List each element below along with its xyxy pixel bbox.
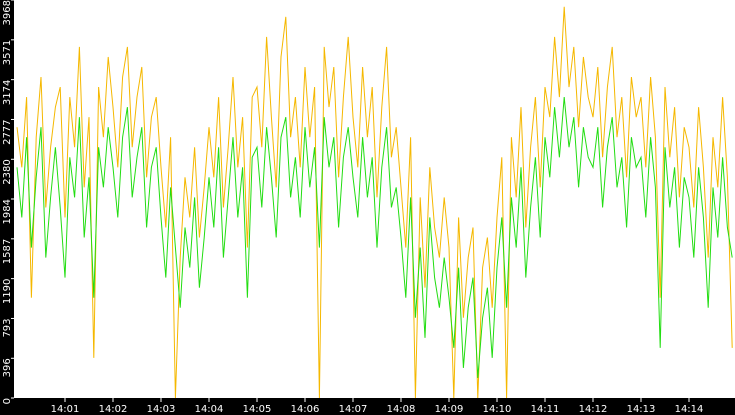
y-tick-label: 3571 [2,40,13,65]
x-tick-label: 14:11 [531,404,560,415]
x-tick-label: 14:13 [627,404,656,415]
y-tick-label: 0 [2,398,13,404]
x-tick-label: 14:09 [435,404,464,415]
y-tick-label: 1587 [2,239,13,264]
x-tick-label: 14:05 [243,404,272,415]
x-tick-label: 14:07 [339,404,368,415]
x-tick-label: 14:04 [195,404,224,415]
series-line [16,97,733,378]
y-tick-label: 3968 [2,0,13,25]
y-tick-label: 2777 [2,119,13,144]
x-tick-label: 14:02 [99,404,128,415]
x-tick-label: 14:03 [147,404,176,415]
x-tick-label: 14:01 [51,404,80,415]
x-tick-label: 14:10 [483,404,512,415]
y-tick-label: 793 [2,318,13,337]
x-tick-label: 14:14 [675,404,704,415]
y-tick-label: 396 [2,358,13,377]
series-line [16,6,733,399]
y-tick-label: 2380 [2,159,13,184]
y-tick-label: 3174 [2,80,13,105]
y-tick-label: 1190 [2,279,13,304]
y-axis-strip [0,0,14,415]
y-tick-label: 1984 [2,199,13,224]
x-tick-label: 14:08 [387,404,416,415]
plot-area [0,0,735,398]
x-axis-strip [0,398,735,415]
x-tick-label: 14:06 [291,404,320,415]
x-tick-label: 14:12 [579,404,608,415]
